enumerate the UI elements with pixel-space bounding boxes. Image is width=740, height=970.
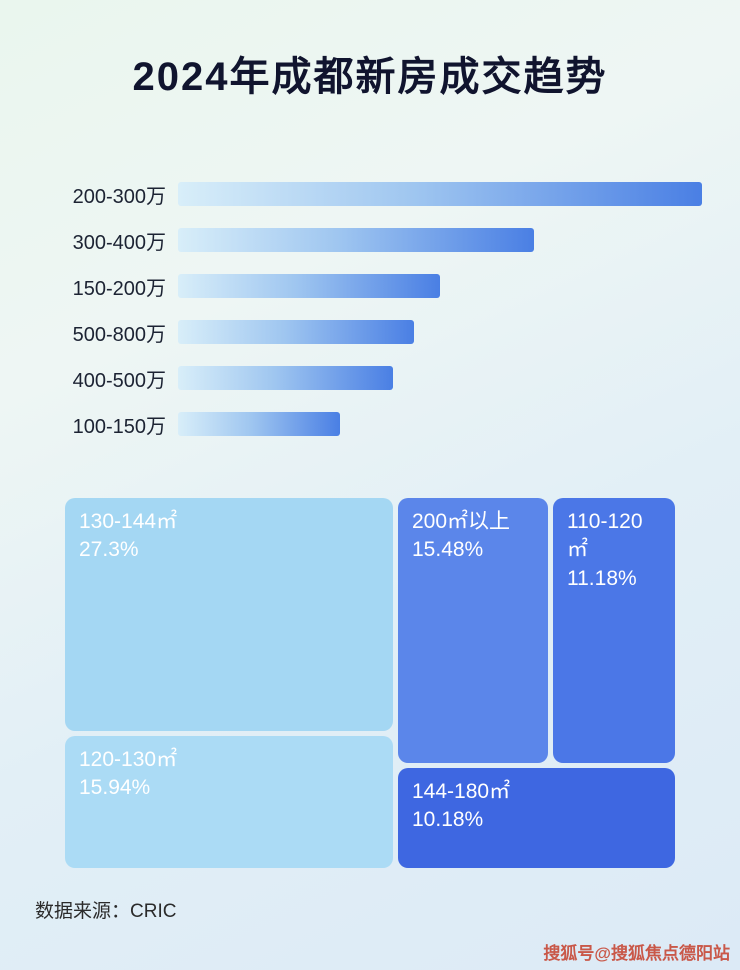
- bar-row: 500-800万: [38, 320, 702, 346]
- treemap-block-200-plus: 200㎡以上 15.48%: [398, 498, 548, 763]
- data-source-note: 数据来源：CRIC: [35, 901, 177, 922]
- bar-track: [178, 366, 702, 390]
- treemap-block-label: 110-120㎡: [567, 510, 643, 562]
- bar-chart: 200-300万 300-400万 150-200万 500-800万 400-500万…: [38, 182, 702, 458]
- bar-row: 100-150万: [38, 412, 702, 438]
- treemap-block-110-120: 110-120㎡ 11.18%: [553, 498, 675, 763]
- treemap-block-120-130: 120-130㎡ 15.94%: [65, 736, 393, 868]
- bar-track: [178, 228, 702, 252]
- bar-track: [178, 320, 702, 344]
- bar-row: 200-300万: [38, 182, 702, 208]
- bar-row: 150-200万: [38, 274, 702, 300]
- treemap-block-label: 144-180㎡: [412, 780, 511, 803]
- bar: [178, 320, 414, 344]
- bar: [178, 412, 341, 436]
- bar-category-label: 200-300万: [72, 185, 166, 208]
- bar-category-label: 150-200万: [72, 277, 166, 300]
- bar: [178, 366, 393, 390]
- page-title: 2024年成都新房成交趋势: [132, 55, 608, 99]
- treemap-block-value: 15.94%: [79, 776, 151, 800]
- bar: [178, 228, 535, 252]
- treemap-block-value: 11.18%: [567, 566, 637, 590]
- bar: [178, 274, 440, 298]
- bar-category-label: 100-150万: [72, 415, 166, 438]
- treemap-block-label: 120-130㎡: [79, 748, 178, 771]
- treemap-block-value: 10.18%: [412, 808, 484, 832]
- treemap-block-value: 27.3%: [79, 538, 139, 562]
- bar-track: [178, 182, 702, 206]
- treemap-block-144-180: 144-180㎡ 10.18%: [398, 768, 675, 868]
- treemap-block-value: 15.48%: [412, 538, 484, 562]
- treemap: 130-144㎡ 27.3% 120-130㎡ 15.94% 200㎡以上 15…: [65, 498, 675, 868]
- bar-row: 400-500万: [38, 366, 702, 392]
- bar-track: [178, 412, 702, 436]
- watermark: 搜狐号@搜狐焦点德阳站: [543, 944, 730, 963]
- bar: [178, 182, 702, 206]
- bar-row: 300-400万: [38, 228, 702, 254]
- bar-track: [178, 274, 702, 298]
- bar-category-label: 400-500万: [72, 369, 166, 392]
- treemap-block-130-144: 130-144㎡ 27.3%: [65, 498, 393, 731]
- bar-category-label: 500-800万: [72, 323, 166, 346]
- treemap-block-label: 130-144㎡: [79, 510, 178, 533]
- bar-category-label: 300-400万: [72, 231, 166, 254]
- treemap-block-label: 200㎡以上: [412, 510, 511, 533]
